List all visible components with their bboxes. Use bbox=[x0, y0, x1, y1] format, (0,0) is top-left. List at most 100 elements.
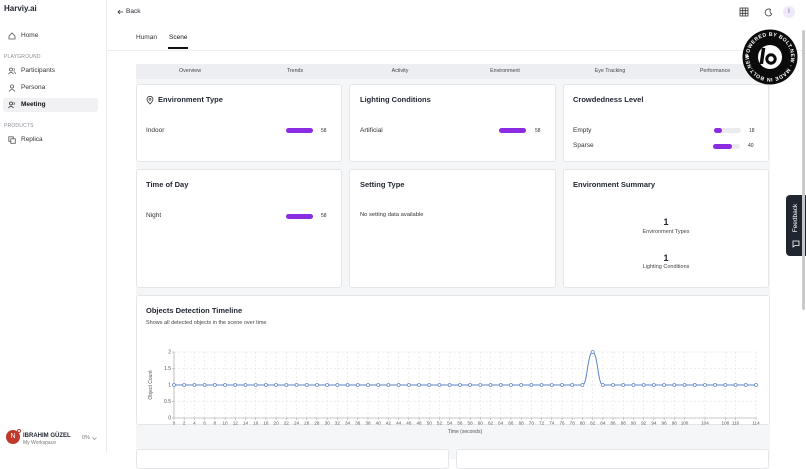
point bbox=[284, 383, 289, 387]
stat-value: 1 bbox=[663, 253, 669, 263]
point bbox=[600, 383, 605, 387]
point bbox=[631, 383, 636, 387]
subtab[interactable]: Activity bbox=[391, 68, 409, 74]
point bbox=[488, 383, 493, 387]
feedback-tab[interactable] bbox=[786, 195, 806, 256]
item-label: Sparse bbox=[573, 142, 594, 149]
point bbox=[682, 383, 687, 387]
x-tick-label: 78 bbox=[570, 421, 576, 426]
back-arrow[interactable] bbox=[117, 9, 124, 15]
point bbox=[427, 383, 432, 387]
nav-item[interactable]: Participants bbox=[21, 67, 55, 74]
y-tick-label: 2 bbox=[168, 350, 171, 356]
x-tick-label: 2 bbox=[183, 421, 186, 426]
point bbox=[703, 383, 707, 387]
subtab[interactable]: Environment bbox=[490, 68, 520, 74]
point bbox=[692, 383, 697, 387]
x-tick-label: 74 bbox=[549, 421, 555, 426]
point bbox=[274, 383, 278, 387]
point bbox=[468, 383, 472, 387]
subtab[interactable]: Trends bbox=[286, 68, 304, 74]
x-tick-label: 24 bbox=[294, 421, 300, 426]
header-avatar[interactable]: I bbox=[783, 6, 795, 18]
chevron[interactable] bbox=[92, 436, 97, 441]
x-tick-label: 38 bbox=[365, 421, 371, 426]
replica-icon bbox=[8, 136, 16, 144]
point bbox=[458, 383, 462, 387]
nav-item-active[interactable]: Meeting bbox=[21, 101, 46, 108]
x-tick-label: 20 bbox=[274, 421, 280, 426]
bar-track bbox=[286, 213, 313, 219]
point bbox=[662, 383, 666, 387]
y-axis-label: Object Count bbox=[148, 370, 154, 400]
nav-item[interactable]: Replica bbox=[21, 136, 43, 143]
meeting-icon bbox=[8, 101, 15, 109]
point bbox=[743, 383, 748, 387]
x-tick-label: 104 bbox=[701, 421, 709, 426]
subtab-bar bbox=[136, 64, 770, 79]
card bbox=[136, 169, 342, 288]
point bbox=[396, 383, 401, 387]
nav-group-title: PRODUCTS bbox=[4, 123, 34, 129]
point bbox=[325, 383, 330, 387]
feedback-icon bbox=[792, 240, 800, 248]
card bbox=[136, 84, 342, 162]
bar bbox=[499, 128, 526, 133]
status-dot bbox=[17, 429, 21, 433]
x-tick-label: 76 bbox=[559, 421, 565, 426]
tab[interactable]: Human bbox=[136, 34, 157, 41]
grid-icon[interactable] bbox=[739, 7, 749, 17]
point bbox=[253, 383, 258, 387]
x-tick-label: 4 bbox=[193, 421, 196, 426]
subtab[interactable]: Overview bbox=[178, 68, 202, 74]
item-value: 58 bbox=[321, 127, 327, 134]
point bbox=[590, 350, 595, 354]
point bbox=[570, 383, 575, 387]
nav-group-title: PLAYGROUND bbox=[4, 54, 41, 60]
nav-item[interactable]: Persona bbox=[21, 84, 46, 91]
card-title: Environment Type bbox=[158, 95, 223, 104]
point bbox=[355, 383, 360, 387]
point bbox=[498, 383, 503, 387]
bar-track bbox=[286, 128, 313, 133]
point bbox=[182, 383, 187, 387]
point bbox=[713, 383, 718, 387]
x-tick-label: 64 bbox=[498, 421, 504, 426]
x-tick-label: 54 bbox=[447, 421, 453, 426]
user-avatar[interactable]: N bbox=[6, 430, 20, 444]
point bbox=[611, 383, 615, 387]
point bbox=[202, 383, 207, 387]
tab-active[interactable]: Scene bbox=[169, 34, 188, 41]
x-tick-label: 12 bbox=[233, 421, 239, 426]
back-button[interactable]: Back bbox=[126, 8, 141, 15]
x-tick-label: 46 bbox=[406, 421, 412, 426]
x-tick-label: 86 bbox=[610, 421, 616, 426]
point bbox=[172, 383, 176, 387]
x-tick-label: 96 bbox=[662, 421, 668, 426]
bolt-badge[interactable]: POWERED BY BOLT.NEW · MADE IN BOLT.NEW · bbox=[742, 29, 798, 85]
bar bbox=[714, 128, 723, 133]
x-tick-label: 10 bbox=[222, 421, 228, 426]
x-tick-label: 62 bbox=[488, 421, 494, 426]
x-tick-label: 88 bbox=[621, 421, 627, 426]
feedback-label[interactable]: Feedback bbox=[791, 203, 799, 233]
subtab[interactable]: Performance bbox=[699, 68, 731, 74]
card bbox=[349, 169, 556, 288]
point bbox=[478, 383, 483, 387]
point bbox=[549, 383, 554, 387]
theme-icon[interactable] bbox=[764, 8, 773, 17]
subtab[interactable]: Eye Tracking bbox=[594, 68, 626, 74]
user-name: IBRAHIM GÜZEL bbox=[23, 433, 71, 439]
y-tick-label: 1.5 bbox=[164, 366, 171, 372]
point bbox=[417, 383, 421, 387]
point bbox=[621, 383, 626, 387]
card-title: Environment Summary bbox=[573, 180, 656, 189]
nav-home[interactable]: Home bbox=[21, 32, 39, 39]
point bbox=[733, 383, 738, 387]
point bbox=[366, 383, 370, 387]
x-tick-label: 48 bbox=[416, 421, 422, 426]
tab-underline bbox=[168, 47, 188, 49]
point bbox=[641, 383, 646, 387]
scrollbar bbox=[802, 30, 805, 310]
x-tick-label: 14 bbox=[243, 421, 249, 426]
